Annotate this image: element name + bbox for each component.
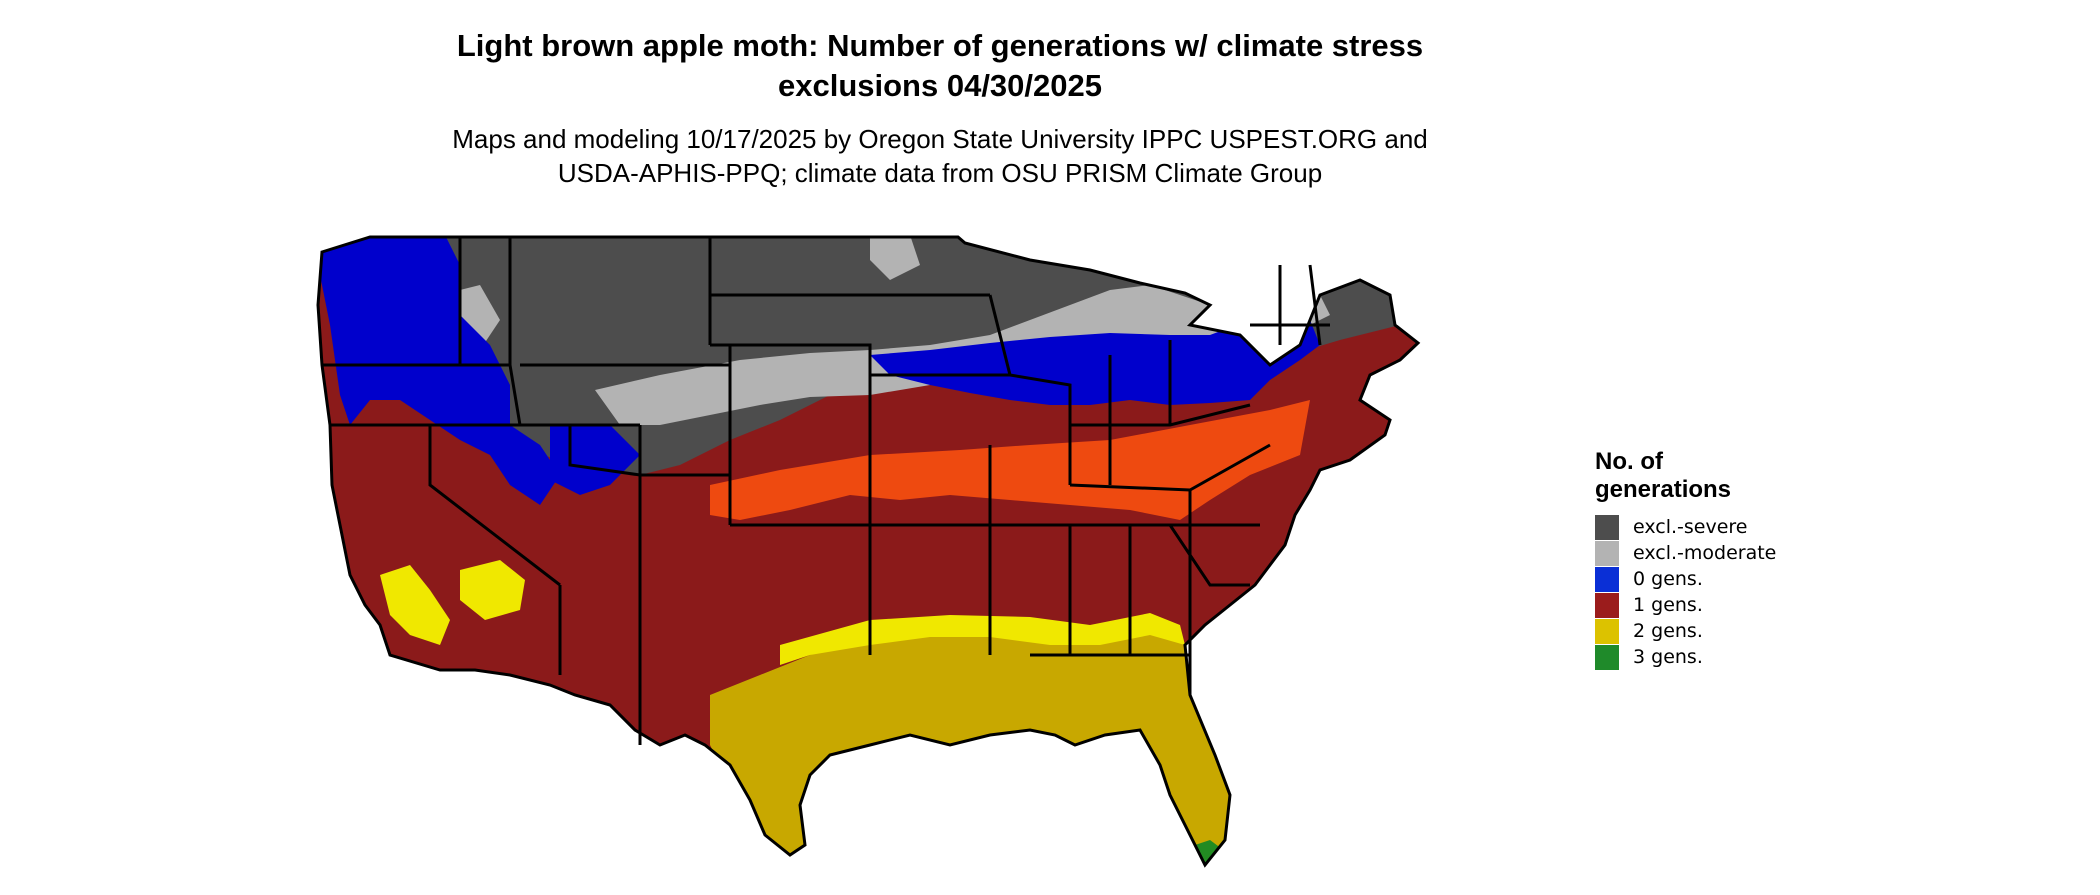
map-legend: No. of generations excl.-severe excl.-mo… xyxy=(1595,448,1776,670)
legend-item: 2 gens. xyxy=(1595,618,1776,644)
zone-0-gen-southwest xyxy=(550,425,640,495)
map-title: Light brown apple moth: Number of genera… xyxy=(0,26,1880,106)
zone-2-gen-gulf-light xyxy=(780,613,1185,665)
map-subtitle: Maps and modeling 10/17/2025 by Oregon S… xyxy=(0,122,1880,190)
legend-items: excl.-severe excl.-moderate 0 gens. 1 ge… xyxy=(1595,514,1776,670)
map-title-line-1: Light brown apple moth: Number of genera… xyxy=(456,28,1424,63)
legend-item: excl.-moderate xyxy=(1595,540,1776,566)
state-borders xyxy=(316,235,1420,867)
legend-swatch xyxy=(1595,644,1619,670)
legend-label: 0 gens. xyxy=(1633,568,1703,590)
legend-label: 1 gens. xyxy=(1633,594,1703,616)
legend-label: excl.-severe xyxy=(1633,516,1748,538)
legend-item: 1 gens. xyxy=(1595,592,1776,618)
legend-title-line-1: No. of xyxy=(1595,448,1663,475)
zone-2-gen-arizona xyxy=(460,560,525,620)
zone-excl-moderate-michigan xyxy=(870,237,920,280)
legend-title: No. of generations xyxy=(1595,448,1776,504)
legend-title-line-2: generations xyxy=(1595,476,1732,503)
legend-label: 3 gens. xyxy=(1633,646,1703,668)
legend-swatch xyxy=(1595,618,1619,644)
legend-swatch xyxy=(1595,566,1619,592)
legend-item: excl.-severe xyxy=(1595,514,1776,540)
map-title-line-2: exclusions 04/30/2025 xyxy=(777,68,1102,103)
zone-0-gen-east xyxy=(870,315,1320,405)
map-fill-zones xyxy=(318,237,1418,865)
zone-2-gen-california xyxy=(380,565,450,645)
map-subtitle-line-1: Maps and modeling 10/17/2025 by Oregon S… xyxy=(452,124,1428,154)
legend-item: 3 gens. xyxy=(1595,644,1776,670)
us-generations-map xyxy=(316,235,1420,867)
legend-label: 2 gens. xyxy=(1633,620,1703,642)
map-subtitle-line-2: USDA-APHIS-PPQ; climate data from OSU PR… xyxy=(557,158,1323,188)
legend-label: excl.-moderate xyxy=(1633,542,1777,564)
legend-swatch xyxy=(1595,514,1619,540)
legend-swatch xyxy=(1595,540,1619,566)
legend-item: 0 gens. xyxy=(1595,566,1776,592)
legend-swatch xyxy=(1595,592,1619,618)
